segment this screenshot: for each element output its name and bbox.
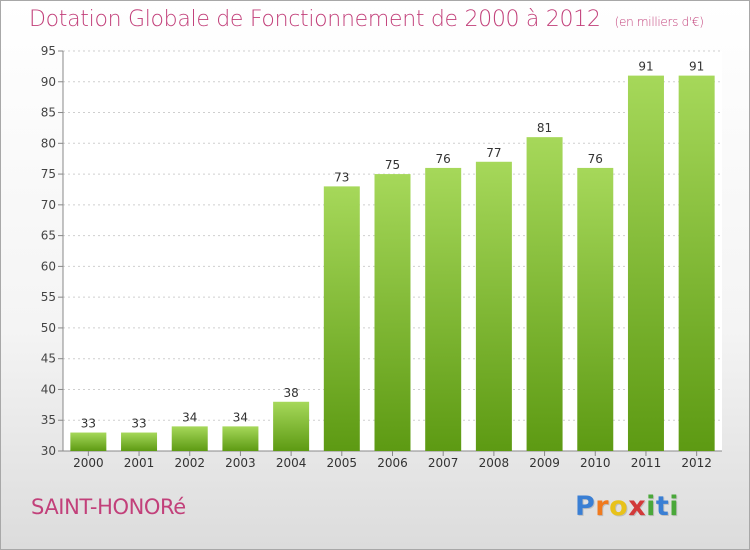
y-tick-label: 95 <box>41 44 56 58</box>
y-tick-label: 60 <box>41 259 56 273</box>
bar-value-label: 91 <box>638 60 653 74</box>
bar <box>526 137 563 451</box>
y-tick-label: 70 <box>41 198 56 212</box>
chart-title-text: Dotation Globale de Fonctionnement de 20… <box>29 7 601 32</box>
logo-letter: o <box>609 491 629 522</box>
x-tick-label: 2008 <box>479 456 510 470</box>
bar-value-label: 77 <box>486 146 501 160</box>
x-tick-label: 2012 <box>681 456 712 470</box>
y-tick-label: 40 <box>41 382 56 396</box>
x-tick-label: 2006 <box>377 456 408 470</box>
y-tick-label: 45 <box>41 352 56 366</box>
y-tick-label: 35 <box>41 413 56 427</box>
x-tick-label: 2011 <box>631 456 662 470</box>
bar <box>323 186 360 451</box>
x-tick-label: 2005 <box>327 456 358 470</box>
x-tick-label: 2004 <box>276 456 307 470</box>
logo-letter: x <box>628 491 647 522</box>
bar-value-label: 91 <box>689 60 704 74</box>
bar-value-label: 38 <box>283 386 298 400</box>
bar-value-label: 33 <box>131 417 146 431</box>
x-tick-label: 2007 <box>428 456 459 470</box>
logo-letter: t <box>655 491 670 522</box>
chart-title: Dotation Globale de Fonctionnement de 20… <box>29 7 704 32</box>
bar <box>678 75 715 451</box>
y-tick-label: 90 <box>41 75 56 89</box>
bar-value-label: 81 <box>537 121 552 135</box>
bar-value-label: 76 <box>436 152 451 166</box>
bar-value-label: 73 <box>334 170 349 184</box>
bar-value-label: 33 <box>81 417 96 431</box>
bar <box>627 75 664 451</box>
x-tick-label: 2003 <box>225 456 256 470</box>
bar-value-label: 34 <box>233 410 248 424</box>
bar <box>222 426 259 451</box>
bar <box>273 401 310 451</box>
y-tick-label: 85 <box>41 106 56 120</box>
x-tick-label: 2009 <box>529 456 560 470</box>
bar <box>70 432 107 451</box>
bar <box>475 161 512 451</box>
bar <box>374 174 411 452</box>
bar <box>121 432 158 451</box>
bar <box>577 167 614 451</box>
x-tick-label: 2000 <box>73 456 104 470</box>
logo-letter: P <box>575 491 596 522</box>
logo-letter: i <box>646 491 656 522</box>
y-tick-label: 65 <box>41 229 56 243</box>
bar-value-label: 34 <box>182 410 197 424</box>
y-tick-label: 30 <box>41 444 56 458</box>
bar <box>171 426 208 451</box>
x-tick-label: 2010 <box>580 456 611 470</box>
logo-letter: r <box>595 491 610 522</box>
chart-unit-label: (en milliers d'€) <box>614 15 704 29</box>
x-tick-label: 2001 <box>124 456 155 470</box>
logo-letter: i <box>669 491 680 522</box>
bar-value-label: 76 <box>588 152 603 166</box>
bar-value-label: 75 <box>385 158 400 172</box>
y-tick-label: 50 <box>41 321 56 335</box>
bar <box>425 167 462 451</box>
y-tick-label: 75 <box>41 167 56 181</box>
commune-name: SAINT-HONORé <box>31 495 186 519</box>
x-tick-label: 2002 <box>174 456 205 470</box>
proxiti-logo[interactable]: Proxiti <box>575 491 679 522</box>
y-tick-label: 55 <box>41 290 56 304</box>
y-tick-label: 80 <box>41 136 56 150</box>
